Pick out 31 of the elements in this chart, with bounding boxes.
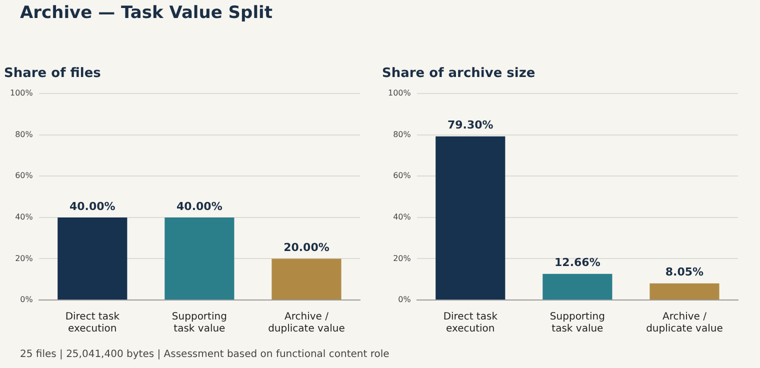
x-tick-label: Direct task execution <box>443 312 498 335</box>
y-tick-label: 40% <box>15 212 34 222</box>
y-tick-label: 60% <box>393 171 412 180</box>
data-label: 8.05% <box>665 266 704 279</box>
bar <box>650 283 720 300</box>
y-tick-label: 0% <box>398 295 412 304</box>
data-label: 20.00% <box>284 241 330 254</box>
y-tick-label: 40% <box>393 212 412 222</box>
x-tick-label: Archive / duplicate value <box>268 312 345 335</box>
x-tick-label: Archive / duplicate value <box>646 312 723 335</box>
y-tick-label: 80% <box>393 130 412 139</box>
y-tick-label: 80% <box>15 130 34 139</box>
data-label: 12.66% <box>554 256 600 270</box>
x-tick-label: Supporting task value <box>172 312 227 335</box>
chart-title: Share of archive size <box>382 66 536 82</box>
x-tick-label: Supporting task value <box>550 312 605 335</box>
y-tick-label: 100% <box>388 88 412 98</box>
data-label: 40.00% <box>176 200 222 213</box>
data-label: 40.00% <box>69 200 116 213</box>
bar <box>436 136 506 300</box>
x-tick-label: Direct task execution <box>65 312 120 335</box>
y-tick-label: 0% <box>20 295 34 304</box>
y-tick-label: 20% <box>15 254 34 263</box>
text: Archive — Task Value Split <box>20 3 272 23</box>
chart-title: Share of files <box>4 66 102 82</box>
y-tick-label: 100% <box>10 88 34 98</box>
y-tick-label: 60% <box>15 171 34 180</box>
y-tick-label: 20% <box>393 254 412 263</box>
text: 25 files | 25,041,400 bytes | Assessment based on functional content role <box>20 349 390 360</box>
data-label: 79.30% <box>447 118 494 132</box>
bar <box>542 274 612 300</box>
